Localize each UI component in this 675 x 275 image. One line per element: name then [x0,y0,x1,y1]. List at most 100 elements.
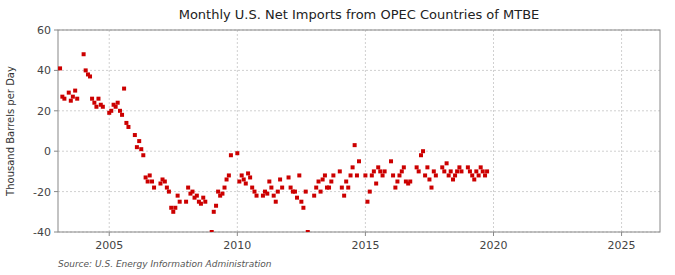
point [323,173,327,177]
point [368,190,372,194]
point [363,173,367,177]
point [306,230,310,232]
point [459,169,463,173]
point [393,186,397,190]
point [120,113,124,117]
grid-line-x [109,30,110,232]
point [301,206,305,210]
tick-label-x: 2010 [223,239,251,252]
point [425,165,429,169]
point [453,173,457,177]
point [169,206,173,210]
y-axis-label: Thousand Barrels per Day [5,66,16,197]
point [133,133,137,137]
point [88,74,92,78]
point [389,159,393,163]
tick-y [54,151,58,152]
point [447,173,451,177]
point [220,192,224,196]
point [477,173,481,177]
tick-y [54,70,58,71]
point [427,177,431,181]
point [214,204,218,208]
point [331,173,335,177]
tick-label-y: 40 [37,64,51,77]
point [137,139,141,143]
point [297,173,301,177]
point [212,210,216,214]
grid-line-x [493,30,494,232]
point [124,121,128,125]
point [470,173,474,177]
point [126,125,130,129]
point [248,175,252,179]
point [152,186,156,190]
chart: -40-20020406020052010201520202025Monthly… [0,0,675,275]
point [417,169,421,173]
point [376,165,380,169]
point [287,175,291,179]
point [167,190,171,194]
point [374,182,378,186]
point [114,105,118,109]
point [445,161,449,165]
point [176,194,180,198]
point [148,173,152,177]
tick-y [54,232,58,233]
point [440,165,444,169]
point [265,192,269,196]
point [201,196,205,200]
point [423,173,427,177]
point [295,196,299,200]
point [408,180,412,184]
point [92,101,96,105]
point [261,194,265,198]
point [163,180,167,184]
point [293,190,297,194]
point [146,180,150,184]
grid-line-y [58,110,660,111]
point [483,173,487,177]
point [158,182,162,186]
point [244,182,248,186]
tick-x [365,232,366,236]
point [229,153,233,157]
tick-label-y: 20 [37,105,51,118]
grid [58,30,660,232]
point [101,105,105,109]
point [481,169,485,173]
point [135,145,139,149]
point [62,97,66,101]
point [468,169,472,173]
tick-y [54,110,58,111]
point [346,186,350,190]
point [73,89,77,93]
tick-x [493,232,494,236]
point [321,177,325,181]
point [252,190,256,194]
grid-line-x [237,30,238,232]
point [141,153,145,157]
point [223,186,227,190]
point [246,171,250,175]
point [109,109,113,113]
point [122,87,126,91]
point [372,169,376,173]
point [351,165,355,169]
point [391,173,395,177]
point [338,169,342,173]
plot-background [58,30,660,232]
point [278,177,282,181]
source: Source: U.S. Energy Information Administ… [58,259,272,269]
point [195,194,199,198]
point [383,169,387,173]
tick-label-x: 2025 [608,239,636,252]
point [472,177,476,181]
point [250,186,254,190]
tick-label-y: 0 [44,145,51,158]
tick-x [109,232,110,236]
point [190,190,194,194]
point [144,175,148,179]
point [280,186,284,190]
point [235,151,239,155]
